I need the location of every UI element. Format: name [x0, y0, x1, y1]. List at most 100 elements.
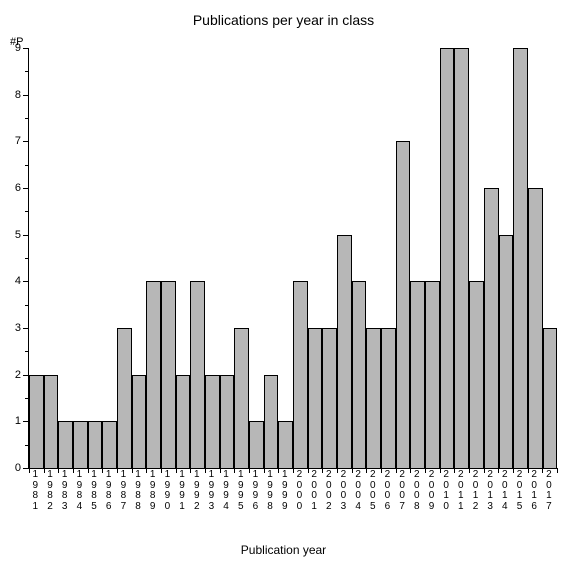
y-tick-label: 1 — [15, 415, 21, 427]
bar — [543, 328, 558, 468]
x-tick-label: 1992 — [189, 470, 204, 512]
bar — [190, 281, 205, 468]
y-tick-label: 0 — [15, 462, 21, 474]
y-tick — [23, 235, 29, 236]
bar — [278, 421, 293, 468]
y-tick-minor — [25, 398, 29, 399]
bar — [440, 48, 455, 468]
x-tick-label: 1991 — [175, 470, 190, 512]
bar — [234, 328, 249, 468]
x-tick-label: 2014 — [498, 470, 513, 512]
chart-title: Publications per year in class — [0, 12, 567, 28]
y-tick-label: 8 — [15, 89, 21, 101]
x-tick-label: 1983 — [57, 470, 72, 512]
x-tick-label: 2017 — [542, 470, 557, 512]
y-tick-minor — [25, 165, 29, 166]
x-tick-label: 2000 — [292, 470, 307, 512]
y-tick-minor — [25, 305, 29, 306]
x-tick-label: 1995 — [233, 470, 248, 512]
y-tick-label: 5 — [15, 229, 21, 241]
bar — [132, 375, 147, 468]
y-tick-minor — [25, 211, 29, 212]
bar — [293, 281, 308, 468]
bar — [322, 328, 337, 468]
plot-area: 0123456789 — [28, 48, 557, 469]
bar — [454, 48, 469, 468]
x-tick-label: 2016 — [527, 470, 542, 512]
bar — [396, 141, 411, 468]
y-tick — [23, 421, 29, 422]
bar — [499, 235, 514, 468]
bar — [352, 281, 367, 468]
y-tick-minor — [25, 258, 29, 259]
x-tick-label: 2011 — [453, 470, 468, 512]
x-axis-label: Publication year — [0, 543, 567, 557]
bar — [308, 328, 323, 468]
bar — [205, 375, 220, 468]
x-tick-label: 1998 — [263, 470, 278, 512]
bar — [88, 421, 103, 468]
y-tick-label: 3 — [15, 322, 21, 334]
y-tick — [23, 188, 29, 189]
bar — [29, 375, 44, 468]
bar — [337, 235, 352, 468]
x-tick-label: 2003 — [336, 470, 351, 512]
bar — [161, 281, 176, 468]
x-labels-group: 1981198219831984198519861987198819891990… — [28, 470, 556, 512]
x-tick-label: 1989 — [145, 470, 160, 512]
bar — [73, 421, 88, 468]
x-tick-label: 2009 — [424, 470, 439, 512]
x-tick-label: 2004 — [351, 470, 366, 512]
chart-container: Publications per year in class #P 012345… — [0, 0, 567, 567]
x-tick-label: 2012 — [468, 470, 483, 512]
x-tick-label: 1982 — [43, 470, 58, 512]
bar — [58, 421, 73, 468]
x-tick-label: 1988 — [131, 470, 146, 512]
y-tick — [23, 48, 29, 49]
x-tick-label: 2005 — [365, 470, 380, 512]
x-tick-label: 2010 — [439, 470, 454, 512]
x-tick-label: 1987 — [116, 470, 131, 512]
x-tick-label: 1984 — [72, 470, 87, 512]
y-tick — [23, 281, 29, 282]
bars-group — [29, 48, 557, 468]
x-tick-label: 1993 — [204, 470, 219, 512]
x-tick-label: 2013 — [483, 470, 498, 512]
bar — [176, 375, 191, 468]
x-tick — [557, 468, 558, 473]
bar — [249, 421, 264, 468]
y-tick — [23, 328, 29, 329]
x-tick-label: 2015 — [512, 470, 527, 512]
bar — [366, 328, 381, 468]
x-tick-label: 1990 — [160, 470, 175, 512]
y-tick-label: 7 — [15, 135, 21, 147]
y-tick-label: 4 — [15, 275, 21, 287]
bar — [102, 421, 117, 468]
x-tick-label: 1994 — [219, 470, 234, 512]
bar — [220, 375, 235, 468]
x-tick-label: 2007 — [395, 470, 410, 512]
y-tick-minor — [25, 118, 29, 119]
bar — [513, 48, 528, 468]
x-tick-label: 1986 — [101, 470, 116, 512]
bar — [146, 281, 161, 468]
x-tick-label: 1981 — [28, 470, 43, 512]
y-tick-minor — [25, 445, 29, 446]
y-tick-label: 9 — [15, 42, 21, 54]
y-tick — [23, 141, 29, 142]
bar — [117, 328, 132, 468]
bar — [484, 188, 499, 468]
bar — [528, 188, 543, 468]
bar — [44, 375, 59, 468]
y-tick-label: 2 — [15, 369, 21, 381]
x-tick-label: 1996 — [248, 470, 263, 512]
bar — [264, 375, 279, 468]
bar — [410, 281, 425, 468]
x-tick-label: 2001 — [307, 470, 322, 512]
bar — [469, 281, 484, 468]
y-tick-label: 6 — [15, 182, 21, 194]
y-tick-minor — [25, 71, 29, 72]
y-tick — [23, 375, 29, 376]
y-tick-minor — [25, 351, 29, 352]
y-tick — [23, 95, 29, 96]
